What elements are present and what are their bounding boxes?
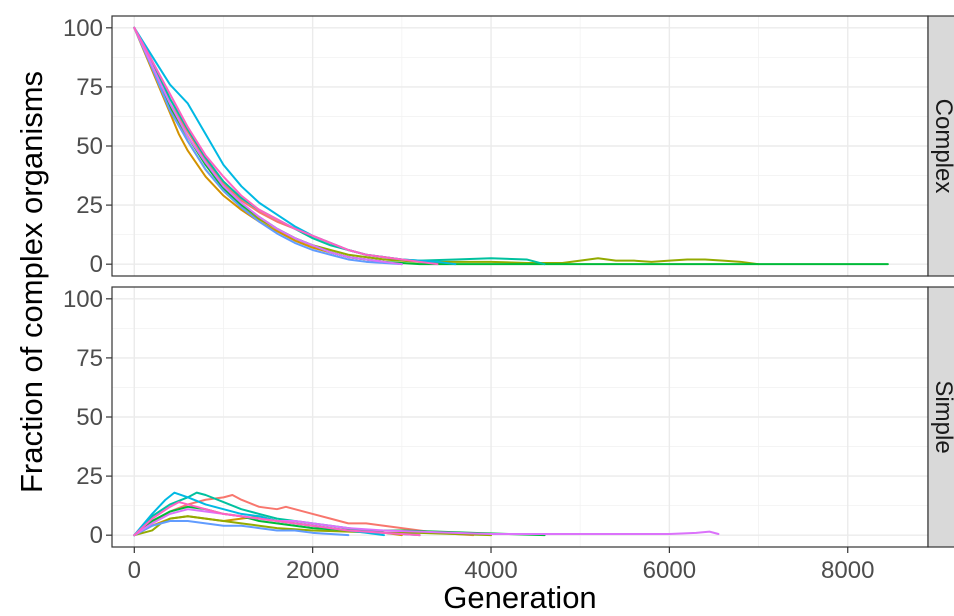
series-line-1 xyxy=(133,494,475,537)
y-axis-title: Fraction of complex organisms xyxy=(14,71,49,493)
x-tick-label: 2000 xyxy=(286,557,339,584)
y-tick-label: 75 xyxy=(76,345,103,372)
panel-complex: Complex 0 25 50 75 100 xyxy=(63,15,954,278)
y-tick-label: 25 xyxy=(76,463,103,490)
series-line-8 xyxy=(133,508,720,537)
y-tick-label: 50 xyxy=(76,404,103,431)
x-tick-label: 8000 xyxy=(821,557,874,584)
x-tick-label: 6000 xyxy=(643,557,696,584)
series-line-5 xyxy=(133,26,546,266)
x-axis-title: Generation xyxy=(443,580,596,611)
y-tick-label: 100 xyxy=(63,15,103,42)
panel-simple: Simple 0 25 50 75 100 xyxy=(63,286,954,549)
series-line-9 xyxy=(133,26,439,266)
y-tick-label: 25 xyxy=(76,192,103,219)
y-tick-label: 75 xyxy=(76,74,103,101)
facet-strip-label: Complex xyxy=(930,99,954,194)
y-tick-label: 100 xyxy=(63,286,103,313)
x-tick-label: 0 xyxy=(128,557,141,584)
facet-strip xyxy=(927,15,954,277)
series-line-7 xyxy=(133,26,403,266)
series-line-8 xyxy=(133,26,403,266)
y-tick-label: 0 xyxy=(90,251,103,278)
x-tick-label: 4000 xyxy=(464,557,517,584)
y-tick-label: 0 xyxy=(90,522,103,549)
facet-strip-label: Simple xyxy=(930,380,954,453)
series-line-7 xyxy=(133,520,350,537)
series-line-9 xyxy=(133,501,421,537)
y-tick-label: 50 xyxy=(76,133,103,160)
facet-strip xyxy=(927,286,954,548)
